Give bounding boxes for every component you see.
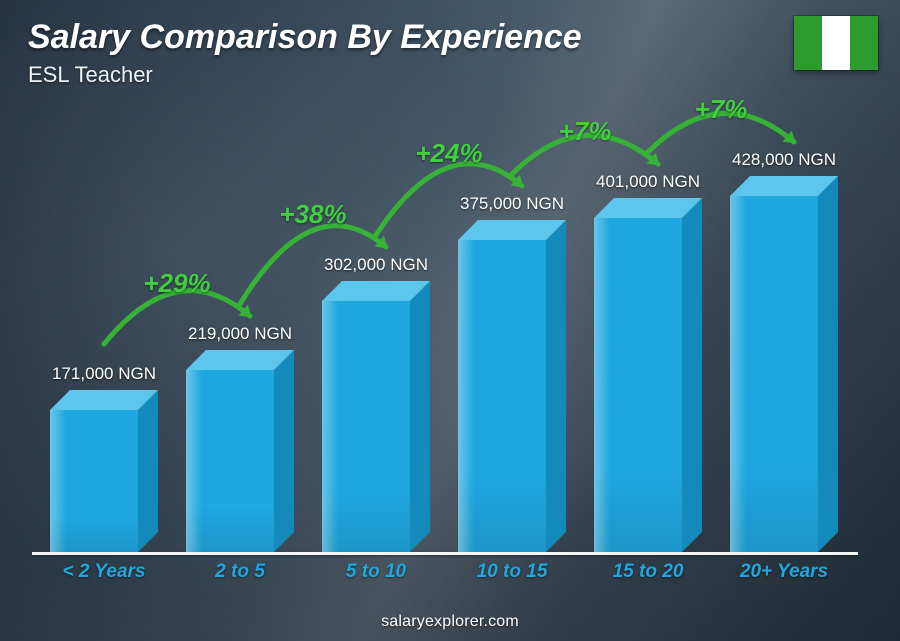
x-axis-category-label: 2 to 5 — [172, 561, 308, 583]
bar-side — [138, 390, 158, 552]
x-axis-category-label: 5 to 10 — [308, 561, 444, 583]
footer-credit: salaryexplorer.com — [0, 613, 900, 631]
bar-side — [410, 281, 430, 552]
salary-bar-chart: 171,000 NGN < 2 Years 219,000 NGN 2 to 5 302… — [36, 71, 854, 581]
chart-baseline — [32, 552, 858, 555]
increase-percent-label: +38% — [273, 199, 353, 230]
bar-value-label: 375,000 NGN — [460, 194, 564, 214]
bar — [594, 218, 702, 552]
flag-stripe-left — [794, 16, 822, 70]
infographic-stage: Salary Comparison By Experience ESL Teac… — [0, 0, 900, 641]
bar-side — [682, 198, 702, 552]
bar-front — [594, 218, 682, 552]
bar-value-label: 219,000 NGN — [188, 324, 292, 344]
bar — [50, 410, 158, 552]
increase-percent-label: +29% — [137, 268, 217, 299]
flag-stripe-right — [850, 16, 878, 70]
bar — [458, 240, 566, 552]
increase-percent-label: +7% — [545, 116, 625, 147]
country-flag-nigeria — [794, 16, 878, 70]
increase-arc: +29% — [92, 264, 262, 360]
page-title: Salary Comparison By Experience — [28, 18, 582, 57]
bar-front — [50, 410, 138, 552]
flag-stripe-middle — [822, 16, 850, 70]
bar-value-label: 302,000 NGN — [324, 255, 428, 275]
bar-side — [546, 220, 566, 552]
bar-front — [730, 196, 818, 552]
bar — [186, 370, 294, 552]
increase-percent-label: +7% — [681, 94, 761, 125]
bar-value-label: 428,000 NGN — [732, 150, 836, 170]
bar-side — [818, 176, 838, 552]
bar — [730, 196, 838, 552]
x-axis-category-label: 15 to 20 — [580, 561, 716, 583]
x-axis-category-label: < 2 Years — [36, 561, 172, 583]
increase-percent-label: +24% — [409, 138, 489, 169]
x-axis-category-label: 20+ Years — [716, 561, 852, 583]
bar-front — [186, 370, 274, 552]
x-axis-category-label: 10 to 15 — [444, 561, 580, 583]
bar-front — [458, 240, 546, 552]
bar — [322, 301, 430, 552]
bar-value-label: 171,000 NGN — [52, 364, 156, 384]
bar-side — [274, 350, 294, 552]
bar-value-label: 401,000 NGN — [596, 172, 700, 192]
bar-front — [322, 301, 410, 552]
